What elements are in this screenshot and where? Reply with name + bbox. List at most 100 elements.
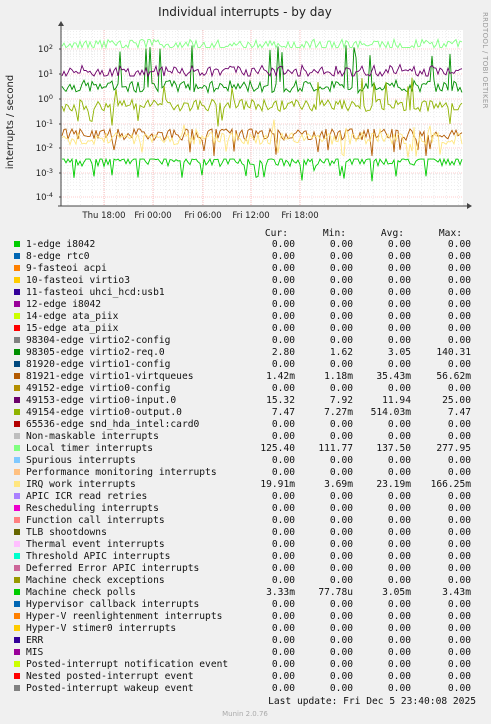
legend-swatch [14, 481, 20, 487]
legend-swatch [14, 301, 20, 307]
legend-swatch [14, 361, 20, 367]
legend-value-avg: 0.00 [388, 263, 411, 274]
legend-swatch [14, 337, 20, 343]
legend-swatch [14, 493, 20, 499]
legend-label: 14-edge ata_piix [26, 311, 119, 322]
legend-value-cur: 0.00 [272, 359, 295, 370]
legend-value-avg: 35.43m [376, 371, 411, 382]
legend-value-max: 0.00 [448, 611, 471, 622]
legend-value-cur: 7.47 [272, 407, 295, 418]
legend-row: 11-fasteoi uhci_hcd:usb1 0.00 0.00 0.00 0.00 [14, 287, 471, 298]
legend-value-avg: 0.00 [388, 611, 411, 622]
legend-value-max: 0.00 [448, 647, 471, 658]
legend-value-min: 0.00 [330, 647, 353, 658]
legend-value-max: 0.00 [448, 635, 471, 646]
legend-value-min: 0.00 [330, 659, 353, 670]
legend-value-avg: 0.00 [388, 383, 411, 394]
legend-value-avg: 0.00 [388, 515, 411, 526]
header-avg: Avg: [381, 228, 404, 239]
legend-row: 98305-edge virtio2-req.0 2.80 1.62 3.05 140.… [14, 347, 471, 358]
legend-value-max: 0.00 [448, 515, 471, 526]
legend-swatch [14, 457, 20, 463]
y-axis-label: interrupts / second [5, 75, 16, 169]
legend-swatch [14, 529, 20, 535]
x-tick-label: Fri 18:00 [281, 211, 318, 221]
legend-value-min: 0.00 [330, 239, 353, 250]
legend-value-cur: 3.33m [266, 587, 295, 598]
legend-value-min: 0.00 [330, 671, 353, 682]
legend-row: Spurious interrupts 0.00 0.00 0.00 0.00 [14, 455, 471, 466]
legend-label: Thermal event interrupts [26, 539, 165, 550]
legend-row: 49153-edge virtio0-input.0 15.32 7.92 11.94… [14, 395, 471, 406]
legend-row: 1-edge i8042 0.00 0.00 0.00 0.00 [14, 239, 471, 250]
legend-value-cur: 0.00 [272, 671, 295, 682]
legend-value-max: 0.00 [448, 551, 471, 562]
y-tick-label: 100 [38, 93, 53, 105]
last-update: Last update: Fri Dec 5 23:40:08 2025 [268, 696, 476, 707]
legend-label: Posted-interrupt wakeup event [26, 683, 194, 694]
legend-value-avg: 0.00 [388, 671, 411, 682]
legend-value-max: 0.00 [448, 659, 471, 670]
legend-value-max: 0.00 [448, 575, 471, 586]
legend-value-avg: 0.00 [388, 323, 411, 334]
legend-value-max: 277.95 [436, 443, 471, 454]
legend-label: ERR [26, 635, 44, 646]
x-tick-label: Fri 00:00 [134, 211, 171, 221]
legend-swatch [14, 673, 20, 679]
legend-label: APIC ICR read retries [26, 491, 147, 502]
legend-swatch [14, 241, 20, 247]
legend-row: Thermal event interrupts 0.00 0.00 0.00 0.00 [14, 539, 471, 550]
legend-value-cur: 0.00 [272, 467, 295, 478]
series-line-20 [61, 119, 463, 158]
legend-label: Performance monitoring interrupts [26, 467, 217, 478]
y-tick-labels: 10-4 10-3 10-2 10-1 100 101 102 [36, 43, 53, 203]
legend-row: Nested posted-interrupt event 0.00 0.00 0.0… [14, 671, 471, 682]
legend-swatch [14, 625, 20, 631]
y-tick-label: 10-4 [36, 191, 53, 203]
legend-swatch [14, 565, 20, 571]
legend-value-min: 0.00 [330, 611, 353, 622]
legend-value-min: 0.00 [330, 599, 353, 610]
legend-label: 49153-edge virtio0-input.0 [26, 395, 176, 406]
legend-row: ERR 0.00 0.00 0.00 0.00 [14, 635, 471, 646]
legend-row: 12-edge i8042 0.00 0.00 0.00 0.00 [14, 299, 471, 310]
series-line-29 [62, 157, 463, 182]
legend-swatch [14, 469, 20, 475]
header-min: Min: [323, 228, 346, 239]
legend-value-cur: 0.00 [272, 503, 295, 514]
legend-swatch [14, 421, 20, 427]
legend-value-avg: 0.00 [388, 635, 411, 646]
legend-value-avg: 0.00 [388, 311, 411, 322]
series-line-9 [61, 45, 463, 95]
legend-row: 65536-edge snd_hda_intel:card0 0.00 0.00 0.… [14, 419, 471, 430]
legend-value-max: 0.00 [448, 299, 471, 310]
legend-label: 15-edge ata_piix [26, 323, 119, 334]
legend-swatch [14, 325, 20, 331]
header-max: Max: [439, 228, 462, 239]
legend-row: 98304-edge virtio2-config 0.00 0.00 0.00 0.0… [14, 335, 471, 346]
grid [61, 30, 463, 206]
legend-value-min: 0.00 [330, 635, 353, 646]
legend-swatch [14, 505, 20, 511]
legend-row: 81921-edge virtio1-virtqueues 1.42m 1.18m 3… [14, 371, 471, 382]
y-tick-label: 102 [38, 43, 53, 55]
legend-label: Deferred Error APIC interrupts [26, 563, 199, 574]
legend-label: Rescheduling interrupts [26, 503, 159, 514]
legend-value-cur: 0.00 [272, 275, 295, 286]
legend-value-avg: 0.00 [388, 551, 411, 562]
legend-value-avg: 11.94 [382, 395, 411, 406]
legend-value-max: 0.00 [448, 383, 471, 394]
chart-title: Individual interrupts - by day [158, 5, 332, 19]
header-cur: Cur: [265, 228, 288, 239]
legend-swatch [14, 445, 20, 451]
legend-value-max: 166.25m [431, 479, 472, 490]
legend-value-avg: 0.00 [388, 287, 411, 298]
legend-row: 9-fasteoi acpi 0.00 0.00 0.00 0.00 [14, 263, 471, 274]
legend-value-avg: 3.05 [388, 347, 411, 358]
legend-value-avg: 137.50 [376, 443, 411, 454]
legend-value-cur: 0.00 [272, 527, 295, 538]
legend-swatch [14, 313, 20, 319]
y-tick-label: 10-3 [36, 167, 53, 179]
legend-value-min: 7.92 [330, 395, 353, 406]
legend-swatch [14, 517, 20, 523]
